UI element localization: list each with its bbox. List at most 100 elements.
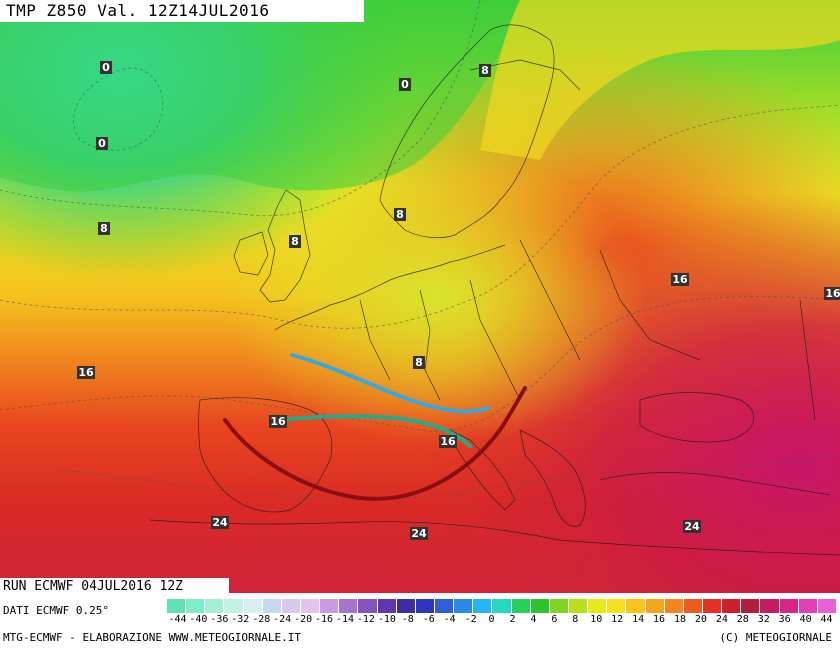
color-scale-label: 44 xyxy=(820,614,833,625)
isotherm-label: 8 xyxy=(479,64,491,77)
color-scale-cell xyxy=(779,599,799,613)
color-scale-label: 0 xyxy=(488,614,495,625)
color-scale-cell xyxy=(434,599,455,613)
color-scale-label: 32 xyxy=(757,614,770,625)
color-scale-cell xyxy=(664,599,684,613)
color-scale-cell xyxy=(645,599,665,613)
color-scale-label: -40 xyxy=(189,614,208,625)
color-scale-cell xyxy=(339,599,359,613)
color-scale-label: -12 xyxy=(356,614,375,625)
color-scale-bar xyxy=(167,599,837,613)
color-scale-cell xyxy=(492,599,512,613)
svg-text:8: 8 xyxy=(291,235,299,248)
isotherm-label: 24 xyxy=(211,516,229,529)
svg-text:8: 8 xyxy=(100,222,108,235)
isotherm-label: 8 xyxy=(413,356,425,369)
svg-text:24: 24 xyxy=(684,520,700,533)
color-scale-cell xyxy=(396,599,416,613)
color-scale-label: -24 xyxy=(273,614,292,625)
color-scale-label: 16 xyxy=(653,614,666,625)
color-scale-label: 4 xyxy=(530,614,537,625)
color-scale-label: 14 xyxy=(632,614,645,625)
isotherm-label: 24 xyxy=(410,527,428,540)
color-scale-cell xyxy=(722,599,742,613)
color-scale-label: -14 xyxy=(335,614,354,625)
color-scale-label: -6 xyxy=(422,614,435,625)
svg-text:0: 0 xyxy=(401,78,409,91)
color-scale-cell xyxy=(798,599,818,613)
color-scale-label: 36 xyxy=(778,614,791,625)
color-scale-cell xyxy=(377,599,397,613)
color-scale-cell xyxy=(549,599,569,613)
isotherm-label: 0 xyxy=(399,78,411,91)
color-scale-cell xyxy=(224,599,244,613)
color-scale-cell xyxy=(817,599,837,613)
svg-text:16: 16 xyxy=(825,287,840,300)
color-scale-label: -16 xyxy=(315,614,334,625)
color-scale-cell xyxy=(205,599,225,613)
blue-trend-line xyxy=(290,353,490,414)
dark-red-arc xyxy=(223,386,527,501)
svg-text:0: 0 xyxy=(98,137,106,150)
svg-text:0: 0 xyxy=(102,61,110,74)
color-scale-label: -28 xyxy=(252,614,271,625)
color-scale-cell xyxy=(300,599,321,613)
svg-text:8: 8 xyxy=(415,356,423,369)
color-scale-cell xyxy=(511,599,531,613)
svg-text:8: 8 xyxy=(481,64,489,77)
color-scale-cell xyxy=(702,599,723,613)
svg-text:16: 16 xyxy=(270,415,286,428)
color-scale-cell xyxy=(186,599,206,613)
color-scale-label: -44 xyxy=(168,614,187,625)
color-scale-label: 18 xyxy=(673,614,686,625)
color-scale-cell xyxy=(320,599,340,613)
color-scale-label: -36 xyxy=(210,614,229,625)
color-scale-cell xyxy=(473,599,493,613)
isotherm-label: 8 xyxy=(98,222,110,235)
isotherm-label: 24 xyxy=(683,520,701,533)
color-scale-cell xyxy=(358,599,378,613)
color-scale-label: 10 xyxy=(590,614,603,625)
isotherm-label: 16 xyxy=(439,435,457,448)
isotherm-label: 16 xyxy=(824,287,840,300)
run-info: RUN ECMWF 04JUL2016 12Z xyxy=(0,578,229,595)
color-scale-cell xyxy=(281,599,301,613)
green-trend-line xyxy=(274,414,472,448)
isotherm-label: 0 xyxy=(100,61,112,74)
color-scale-cell xyxy=(454,599,474,613)
isotherm-label: 16 xyxy=(77,366,95,379)
credit-left: MTG-ECMWF - ELABORAZIONE WWW.METEOGIORNA… xyxy=(3,631,302,644)
color-scale-label: -2 xyxy=(464,614,477,625)
color-scale-cell xyxy=(243,599,263,613)
svg-text:16: 16 xyxy=(78,366,94,379)
credit-right: (C) METEOGIORNALE xyxy=(719,631,832,644)
color-scale-label: -4 xyxy=(443,614,456,625)
color-scale-cell xyxy=(626,599,646,613)
color-scale-label: 20 xyxy=(694,614,707,625)
color-scale-label: -10 xyxy=(377,614,396,625)
color-scale-cell xyxy=(262,599,282,613)
color-scale-cell xyxy=(607,599,627,613)
color-scale-cell xyxy=(568,599,589,613)
color-scale-cell xyxy=(167,599,187,613)
color-scale-label: 40 xyxy=(799,614,812,625)
color-scale-label: 6 xyxy=(551,614,558,625)
color-scale-label: -20 xyxy=(294,614,313,625)
color-scale-cell xyxy=(760,599,780,613)
color-scale-label: 24 xyxy=(715,614,728,625)
color-scale-cell xyxy=(415,599,435,613)
color-scale-label: -32 xyxy=(231,614,250,625)
isotherm-label: 16 xyxy=(671,273,689,286)
color-scale-label: 28 xyxy=(736,614,749,625)
svg-text:16: 16 xyxy=(672,273,688,286)
map-title: TMP Z850 Val. 12Z14JUL2016 xyxy=(0,0,364,22)
svg-text:8: 8 xyxy=(396,208,404,221)
color-scale-label: 8 xyxy=(572,614,579,625)
isotherm-label: 16 xyxy=(269,415,287,428)
color-scale-label: -8 xyxy=(401,614,414,625)
svg-text:24: 24 xyxy=(212,516,228,529)
color-scale-label: 2 xyxy=(509,614,516,625)
color-scale-label: 12 xyxy=(611,614,624,625)
svg-text:16: 16 xyxy=(440,435,456,448)
isotherm-label: 0 xyxy=(96,137,108,150)
